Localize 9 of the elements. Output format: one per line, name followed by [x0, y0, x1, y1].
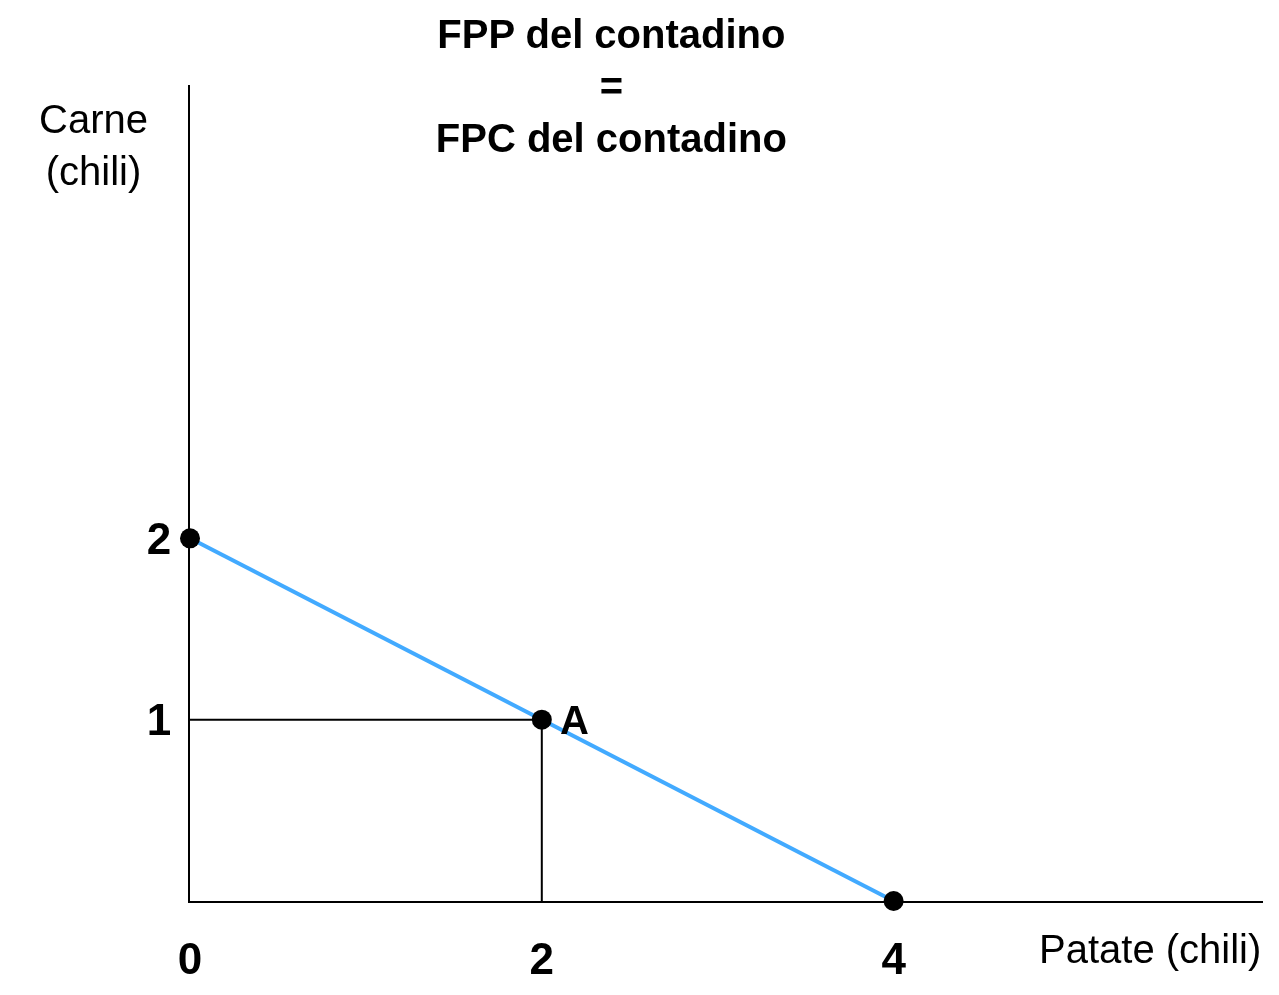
x-tick-label: 0 — [177, 933, 203, 983]
x-axis-title: Patate (chili) — [1039, 927, 1262, 971]
annotation: A — [560, 698, 589, 742]
y-tick-label: 1 — [146, 695, 172, 745]
y-axis-title: Carne (chili) — [39, 97, 148, 193]
x-tick-label: 2 — [529, 933, 555, 983]
x-tick-label: 4 — [881, 933, 907, 983]
point — [531, 709, 552, 730]
chart-title: FPP del contadino = FPC del contadino — [435, 12, 787, 160]
